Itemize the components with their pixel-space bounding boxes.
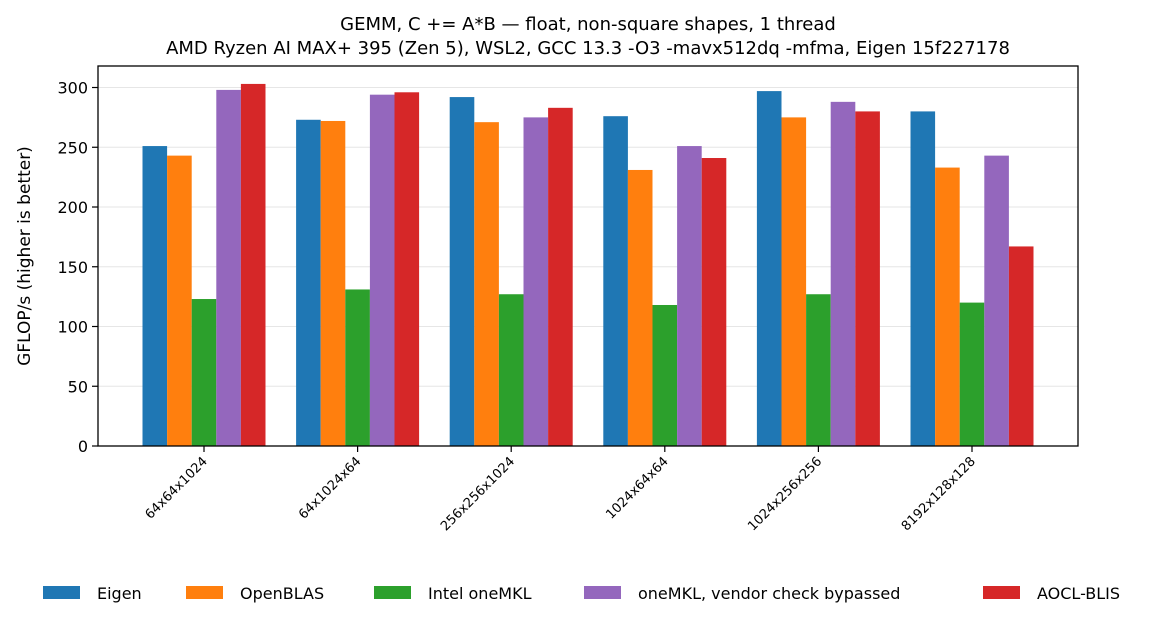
legend-swatch-1	[186, 586, 223, 599]
x-axis-ticks: 64x64x1024 64x1024x64 256x256x1024 1024x64x…	[143, 446, 979, 534]
bar-1-3	[369, 94, 395, 446]
bars	[142, 83, 1034, 447]
legend-swatch-0	[43, 586, 80, 599]
bar-2-2	[498, 294, 524, 446]
legend-label-2: Intel oneMKL	[428, 584, 532, 603]
legend: Eigen OpenBLAS Intel oneMKL oneMKL, vendor …	[43, 584, 1120, 603]
bar-1-2	[345, 289, 370, 446]
bar-2-4	[548, 107, 573, 446]
legend-swatch-4	[983, 586, 1020, 599]
y-tick-label-1: 50	[68, 377, 88, 396]
x-tick-label-0: 64x64x1024	[143, 454, 211, 522]
y-axis-ticks: 0 50 100 150 200 250 300	[57, 79, 98, 456]
bar-2-0	[449, 97, 475, 446]
legend-swatch-3	[584, 586, 621, 599]
bar-0-3	[216, 89, 241, 447]
bar-3-0	[603, 116, 628, 446]
bar-4-2	[806, 294, 831, 446]
plot-frame	[97, 65, 1079, 447]
y-tick-label-0: 0	[78, 437, 88, 456]
legend-swatch-2	[374, 586, 411, 599]
bar-5-0	[910, 111, 936, 446]
legend-label-0: Eigen	[97, 584, 142, 603]
bar-3-3	[677, 146, 702, 446]
chart-subtitle: AMD Ryzen AI MAX+ 395 (Zen 5), WSL2, GCC…	[166, 38, 1010, 59]
y-tick-label-3: 150	[57, 258, 88, 277]
x-tick-label-5: 8192x128x128	[899, 454, 979, 534]
bar-5-3	[984, 155, 1009, 447]
bar-3-2	[652, 304, 678, 446]
bar-4-4	[855, 111, 880, 446]
bar-5-1	[935, 167, 960, 446]
x-tick-label-4: 1024x256x256	[745, 454, 825, 534]
bar-0-2	[191, 299, 217, 446]
x-tick-label-1: 64x1024x64	[296, 454, 364, 522]
bar-3-1	[627, 169, 653, 446]
bar-2-3	[523, 117, 549, 447]
bar-3-4	[701, 158, 727, 446]
bar-5-2	[959, 302, 985, 446]
legend-label-3: oneMKL, vendor check bypassed	[638, 584, 900, 603]
y-axis-label: GFLOP/s (higher is better)	[15, 146, 35, 366]
y-tick-label-2: 100	[57, 318, 88, 337]
bar-0-0	[142, 146, 168, 446]
x-tick-label-3: 1024x64x64	[603, 454, 671, 522]
bar-5-4	[1008, 246, 1034, 446]
bar-1-0	[296, 119, 321, 446]
legend-label-4: AOCL-BLIS	[1037, 584, 1120, 603]
x-tick-label-2: 256x256x1024	[438, 454, 518, 534]
legend-label-1: OpenBLAS	[240, 584, 324, 603]
y-tick-label-4: 200	[57, 198, 88, 217]
bar-2-1	[474, 122, 499, 447]
bar-1-1	[320, 120, 346, 446]
bar-4-0	[756, 91, 782, 447]
bar-4-1	[781, 117, 807, 447]
y-tick-label-5: 250	[57, 138, 88, 157]
bar-0-1	[167, 155, 192, 447]
bar-1-4	[394, 92, 420, 446]
y-tick-label-6: 300	[57, 79, 88, 98]
bar-0-4	[240, 83, 266, 446]
chart-title: GEMM, C += A*B — float, non-square shape…	[340, 14, 836, 35]
bar-4-3	[830, 101, 856, 446]
